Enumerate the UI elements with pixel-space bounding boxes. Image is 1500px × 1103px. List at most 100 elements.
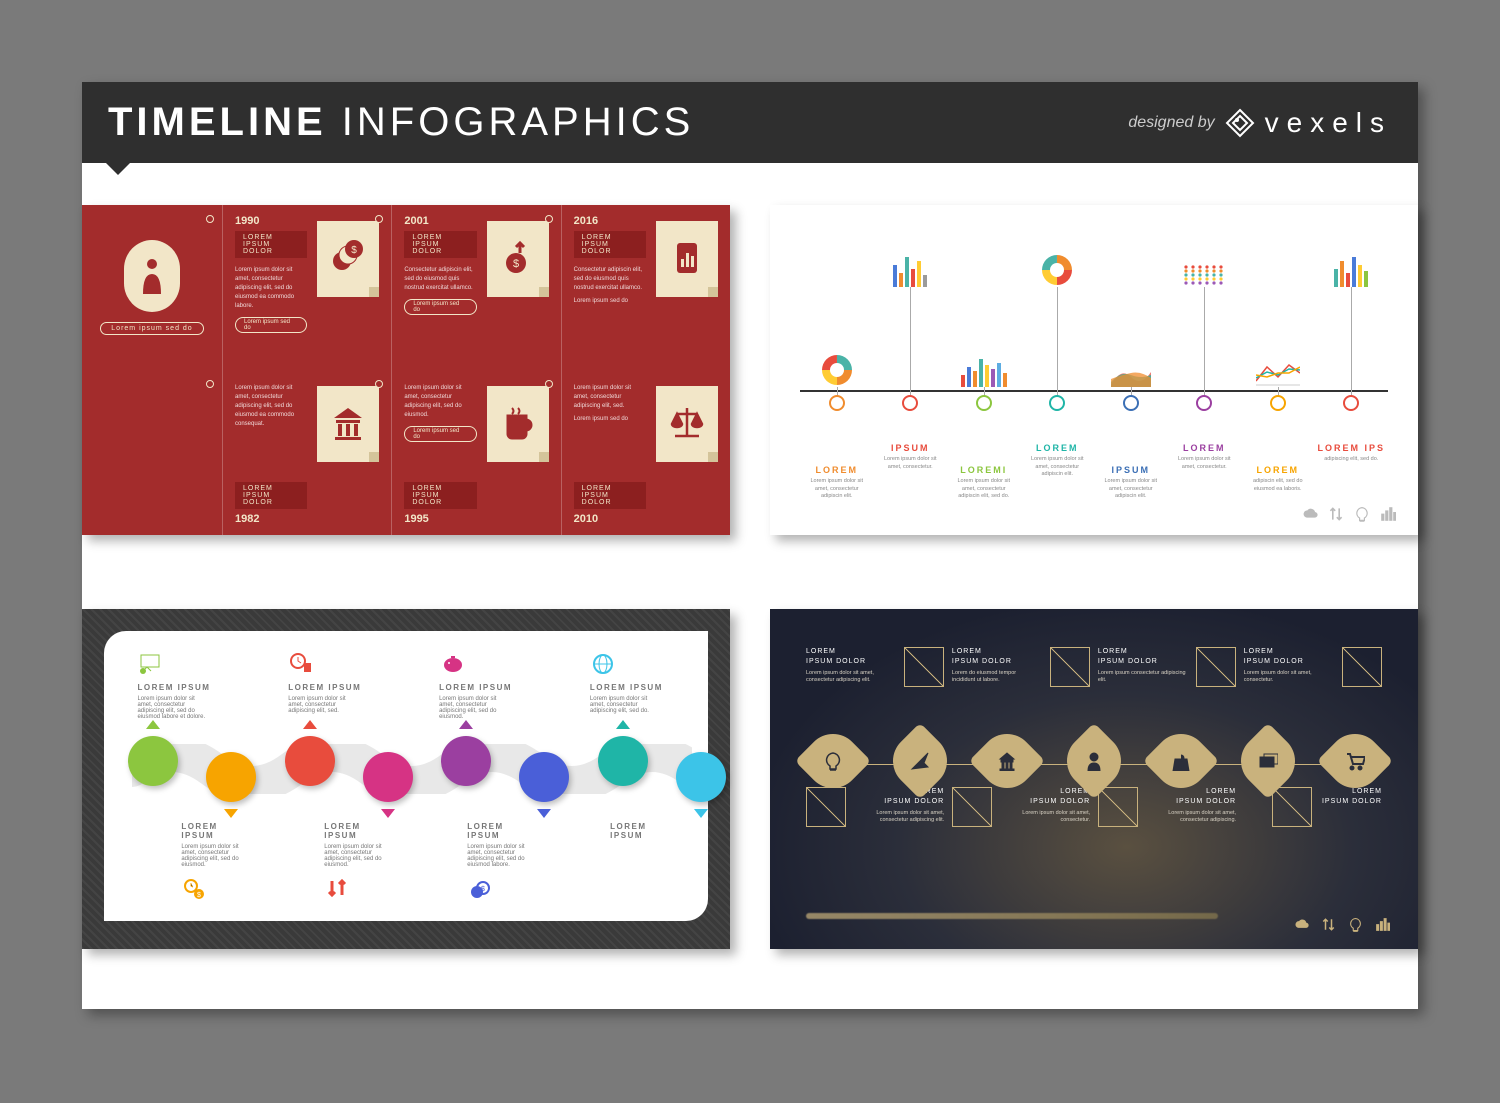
circle-node	[676, 752, 726, 802]
timeline-node	[1168, 237, 1242, 427]
vexels-icon	[1225, 108, 1255, 138]
item-tag: LOREM IPSUM DOLOR	[404, 482, 476, 509]
item-body: Lorem ipsum dolor sit amet, consectetur …	[439, 696, 513, 720]
panel4-footer-icons	[1294, 917, 1390, 935]
circle-node	[128, 736, 178, 786]
sticky-note: $	[317, 221, 379, 297]
node-dot	[1049, 395, 1065, 411]
triangle-marker	[381, 809, 395, 818]
timeline-cell-bottom: Lorem ipsum dolor sit amet, consectetur …	[222, 370, 391, 535]
triangle-marker	[146, 720, 160, 729]
circle-node	[285, 736, 335, 786]
info-item: LOREM IPSUM Lorem ipsum dolor sit amet, …	[288, 649, 362, 720]
bars-icon	[1375, 917, 1390, 935]
block-title: LOREMIPSUM DOLOR	[806, 647, 894, 667]
item-body: Lorem ipsum dolor sit amet, consectetur …	[288, 696, 362, 714]
plane-icon	[910, 751, 930, 771]
block-body: Lorem do eiusmod tempor incididunt ut la…	[952, 670, 1040, 685]
item-tag: LOREM IPSUM DOLOR	[574, 231, 646, 258]
placeholder-square	[952, 787, 992, 827]
presenter-icon	[137, 649, 211, 679]
block-body: Lorem ipsum dolor sit amet, consectetur …	[806, 670, 894, 685]
designed-by-label: designed by	[1128, 114, 1214, 132]
triangle-marker	[224, 809, 238, 818]
leaf-node: $	[1143, 723, 1219, 799]
block-body: Lorem ipsum dolor sit amet, consectetur.	[1002, 810, 1090, 825]
block-title: LOREMIPSUM DOLOR	[1098, 647, 1186, 667]
brand-name: vexels	[1265, 107, 1392, 139]
node-label: LOREMI Lorem ipsum dolor sit amet, conse…	[947, 439, 1021, 501]
item-pill: Lorem ipsum sed do	[235, 317, 307, 333]
node-dot	[1343, 395, 1359, 411]
info-item: LOREM IPSUM Lorem ipsum dolor sit amet, …	[467, 822, 537, 908]
info-block: LOREMIPSUM DOLOR Lorem ipsum dolor sit am…	[806, 647, 944, 687]
timeline-cell-bottom: Lorem ipsum dolor sit amet, consectetur …	[391, 370, 560, 535]
mini-chart	[1256, 347, 1300, 387]
item-pill: Lorem ipsum sed do	[404, 426, 476, 442]
mini-chart	[893, 247, 927, 287]
clock-dollar-icon: $	[181, 874, 251, 904]
node-label: IPSUM Lorem ipsum dolor sit amet, consec…	[1094, 439, 1168, 501]
block-body: Lorem ipsum dolor sit amet, consectetur …	[856, 810, 944, 825]
sticky-note	[317, 386, 379, 462]
info-block: LOREMIPSUM DOLORLorem ipsum dolor sit am…	[1244, 647, 1382, 687]
node-dot	[902, 395, 918, 411]
circle-node	[363, 752, 413, 802]
triangle-marker	[303, 720, 317, 729]
cloud-icon	[1294, 917, 1309, 935]
sticky-note	[656, 386, 718, 462]
circle-node	[206, 752, 256, 802]
block-body: Lorem ipsum consectetur adipiscing elit.	[1098, 670, 1186, 685]
brand-logo: designed by vexels	[1128, 107, 1392, 139]
year-label: 1982	[235, 513, 307, 525]
node-label: IPSUM Lorem ipsum dolor sit amet, consec…	[874, 439, 948, 501]
timeline-node	[947, 237, 1021, 427]
node-dot	[829, 395, 845, 411]
item-pill: Lorem ipsum sed do	[404, 299, 476, 315]
info-block: LOREMIPSUM DOLORLorem ipsum dolor sit am…	[1098, 787, 1236, 827]
item-title: LOREM IPSUM	[324, 822, 394, 840]
triangle-marker	[537, 809, 551, 818]
bag-icon: $	[1171, 751, 1191, 771]
timeline-node	[800, 237, 874, 427]
node-label: LOREM Lorem ipsum dolor sit amet, consec…	[800, 439, 874, 501]
avatar-block: Lorem ipsum sed do	[82, 205, 222, 370]
info-block: LOREMIPSUM DOLORLorem do eiusmod tempor …	[952, 647, 1090, 687]
header-bar: TIMELINE INFOGRAPHICS designed by vexels	[82, 82, 1418, 163]
mini-chart	[820, 347, 854, 387]
item-title: LOREM IPSUM	[610, 822, 680, 840]
sticky-note: $	[487, 221, 549, 297]
item-body: Lorem ipsum dolor sit amet, consectetur …	[137, 696, 211, 720]
item-note: Lorem ipsum sed do	[574, 297, 646, 306]
item-tag: LOREM IPSUM DOLOR	[235, 231, 307, 258]
circle-node	[598, 736, 648, 786]
avatar-label: Lorem ipsum sed do	[100, 322, 203, 335]
sort-icon	[1321, 917, 1336, 935]
panel-dark-leaf-timeline: LOREMIPSUM DOLOR Lorem ipsum dolor sit am…	[770, 609, 1418, 949]
timeline-cell-top: 2016 LOREM IPSUM DOLOR Consectetur adipi…	[561, 205, 730, 370]
bulb-icon	[1348, 917, 1363, 935]
timeline-node	[1315, 237, 1389, 427]
item-body: Consectetur adipiscin elit, sed do eiusm…	[574, 266, 646, 293]
triangle-marker	[459, 720, 473, 729]
info-item: LOREM IPSUM	[610, 822, 680, 908]
main-card: TIMELINE INFOGRAPHICS designed by vexels…	[82, 82, 1418, 1009]
node-dot	[1196, 395, 1212, 411]
mini-chart	[1111, 347, 1151, 387]
sticky-note	[656, 221, 718, 297]
item-title: LOREM IPSUM	[467, 822, 537, 840]
mini-chart	[1182, 247, 1226, 287]
globe-icon	[590, 649, 664, 679]
item-tag: LOREM IPSUM DOLOR	[574, 482, 646, 509]
year-label: 2016	[574, 215, 646, 227]
bank-icon	[997, 751, 1017, 771]
item-body: Consectetur adipiscin elit, sed do eiusm…	[404, 266, 476, 293]
node-dot	[976, 395, 992, 411]
-icon	[610, 846, 680, 876]
year-label: 2010	[574, 513, 646, 525]
triangle-marker	[694, 809, 708, 818]
brush-stroke	[806, 913, 1218, 919]
info-item: LOREM IPSUM Lorem ipsum dolor sit amet, …	[439, 649, 513, 720]
sort-icon	[1328, 506, 1344, 525]
node-label: LOREM Lorem ipsum dolor sit amet, consec…	[1168, 439, 1242, 501]
